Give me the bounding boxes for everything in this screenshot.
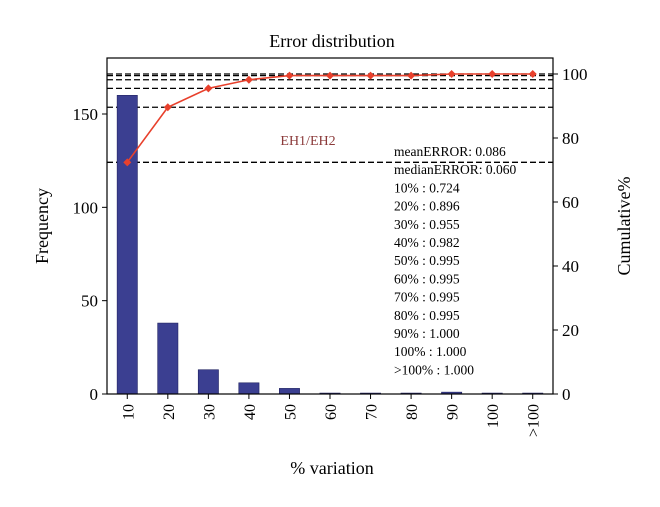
- bar-20: [157, 322, 179, 395]
- y2-tick-label-100: 100: [562, 65, 588, 84]
- x-tick-label-20: 20: [161, 404, 178, 420]
- cumulative-point->100: [528, 70, 537, 78]
- cumulative-point-10: [123, 158, 132, 167]
- annotation-line-9: 80% : 0.995: [394, 308, 460, 323]
- cumulative-point-30: [204, 84, 213, 93]
- annotation-line-12: >100% : 1.000: [394, 362, 474, 377]
- x-tick-label-30: 30: [201, 404, 218, 420]
- x-tick-label-60: 60: [323, 404, 340, 420]
- annotation-line-3: 20% : 0.896: [394, 199, 460, 214]
- bar-10: [116, 95, 138, 395]
- cumulative-point-70: [366, 71, 375, 80]
- x-tick-label-100: 100: [485, 404, 502, 428]
- x-tick-label->100: >100: [526, 404, 543, 437]
- bar-30: [197, 369, 219, 395]
- x-tick-label-50: 50: [282, 404, 299, 420]
- annotation-line-1: medianERROR: 0.060: [394, 162, 516, 177]
- y2-tick-label-80: 80: [562, 129, 579, 148]
- y2-tick-label-0: 0: [562, 385, 571, 404]
- x-axis-ticks: 10 20 30 40 50 60 70 80 90 100 >100: [120, 394, 543, 437]
- y2-axis-label: Cumulative%: [614, 177, 634, 276]
- y-axis-label: Frequency: [32, 188, 52, 264]
- y-axis-ticks: 0 50 100 150: [73, 105, 107, 404]
- x-tick-label-90: 90: [445, 404, 462, 420]
- annotation-line-2: 10% : 0.724: [394, 180, 460, 195]
- bar-50: [279, 388, 300, 395]
- cumulative-point-80: [407, 71, 416, 80]
- cumulative-point-90: [447, 70, 456, 78]
- y2-tick-label-20: 20: [562, 321, 579, 340]
- cumulative-point-100: [488, 70, 497, 78]
- x-tick-label-40: 40: [242, 404, 259, 420]
- x-tick-label-70: 70: [364, 404, 381, 420]
- annotation-line-0: meanERROR: 0.086: [394, 144, 506, 159]
- cumulative-point-40: [244, 75, 253, 84]
- annotation-text-block: meanERROR: 0.086 medianERROR: 0.060 10% : …: [394, 144, 516, 377]
- annotation-line-10: 90% : 1.000: [394, 326, 460, 341]
- y-tick-label-100: 100: [73, 198, 99, 217]
- chart-title: Error distribution: [269, 31, 394, 51]
- y-tick-label-150: 150: [73, 105, 99, 124]
- plot-frame: [106, 57, 554, 395]
- cumulative-point-60: [326, 71, 334, 80]
- annotation-line-11: 100% : 1.000: [394, 344, 467, 359]
- y-tick-label-0: 0: [90, 385, 99, 404]
- bar-40: [238, 382, 260, 395]
- annotation-line-4: 30% : 0.955: [394, 217, 460, 232]
- x-tick-label-80: 80: [404, 404, 421, 420]
- annotation-label: EH1/EH2: [280, 134, 335, 149]
- cumulative-point-20: [163, 103, 172, 112]
- x-axis-label: % variation: [290, 458, 373, 478]
- y2-tick-label-60: 60: [562, 193, 579, 212]
- annotation-line-8: 70% : 0.995: [394, 290, 460, 305]
- cumulative-line-series: [123, 70, 537, 167]
- annotation-line-5: 40% : 0.982: [394, 235, 460, 250]
- cumulative-point-50: [285, 71, 294, 80]
- y2-axis-ticks: 0 20 40 60 80 100: [553, 65, 588, 404]
- y-tick-label-50: 50: [81, 292, 98, 311]
- y2-tick-label-40: 40: [562, 257, 579, 276]
- annotation-line-6: 50% : 0.995: [394, 253, 460, 268]
- x-tick-label-10: 10: [120, 404, 137, 420]
- annotation-line-7: 60% : 0.995: [394, 271, 460, 286]
